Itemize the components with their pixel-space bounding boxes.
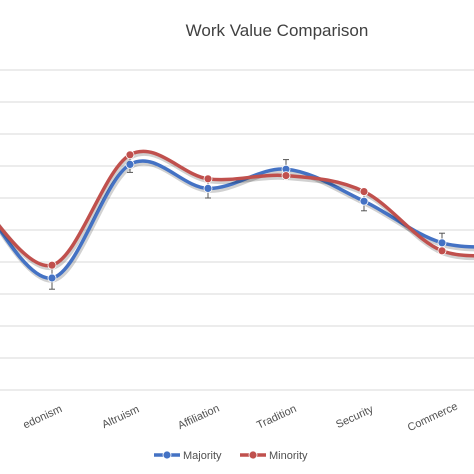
series-minority bbox=[0, 149, 474, 270]
series-lines bbox=[0, 149, 474, 290]
legend-label: Majority bbox=[183, 450, 222, 462]
data-point bbox=[125, 150, 135, 160]
data-point bbox=[203, 183, 213, 193]
legend-label: Minority bbox=[269, 450, 308, 462]
series-line bbox=[0, 149, 474, 268]
x-tick-label: Security bbox=[334, 403, 376, 431]
x-tick-label: Altruism bbox=[100, 403, 141, 431]
legend-item-majority: Majority bbox=[154, 450, 222, 462]
data-point bbox=[203, 174, 213, 184]
legend-item-minority: Minority bbox=[240, 450, 308, 462]
x-axis-ticks: edonism Altruism Affiliation Tradition Secur… bbox=[21, 400, 459, 434]
gridlines bbox=[0, 69, 474, 391]
legend-swatch-marker bbox=[162, 450, 172, 460]
data-point bbox=[125, 159, 135, 169]
data-point bbox=[437, 246, 447, 256]
data-point bbox=[437, 238, 447, 248]
legend-swatch-marker bbox=[248, 450, 258, 460]
data-point bbox=[359, 187, 369, 197]
data-point bbox=[47, 260, 57, 270]
data-point bbox=[47, 273, 57, 283]
x-tick-label: Commerce bbox=[406, 400, 460, 434]
data-point bbox=[281, 171, 291, 181]
x-tick-label: Affiliation bbox=[176, 402, 221, 432]
legend: Majority Minority bbox=[154, 450, 308, 462]
x-tick-label: edonism bbox=[21, 403, 64, 431]
x-tick-label: Tradition bbox=[255, 403, 298, 432]
series-majority bbox=[0, 155, 474, 290]
chart-title: Work Value Comparison bbox=[186, 21, 369, 40]
data-point bbox=[359, 196, 369, 206]
